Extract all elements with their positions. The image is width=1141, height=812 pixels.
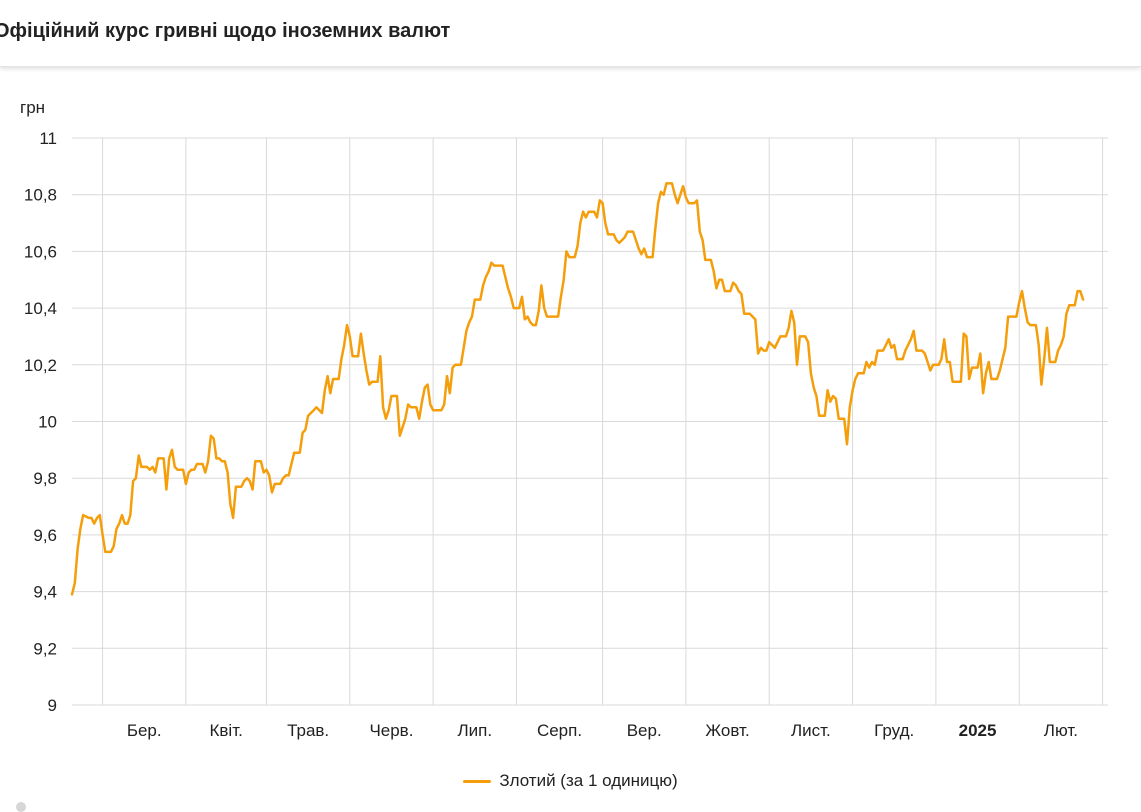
x-axis-ticks: Бер. Квіт. Трав. Черв. Лип. Серп. Вер. Жовт. Лис… (127, 721, 1078, 740)
y-axis-ticks: 9 9,2 9,4 9,6 9,8 10 10,2 10,4 10,6 10,8 11 (24, 129, 57, 715)
x-tick-label: Лист. (791, 721, 831, 740)
page-header: Офіційний курс гривні щодо іноземних вал… (0, 0, 1141, 67)
y-axis-unit-label: грн (20, 98, 45, 117)
y-tick-label: 10 (38, 413, 57, 432)
grid-layer (72, 137, 1108, 706)
x-tick-label: Трав. (287, 721, 329, 740)
y-tick-label: 9,8 (33, 469, 57, 488)
y-tick-label: 9 (48, 696, 57, 715)
y-tick-label: 9,4 (33, 583, 57, 602)
chart-legend: Злотий (за 1 одиницю) (0, 768, 1141, 794)
x-tick-label: Бер. (127, 721, 162, 740)
y-tick-label: 11 (39, 129, 57, 148)
scroll-indicator (16, 802, 26, 812)
legend-swatch (463, 779, 492, 783)
x-tick-label: Груд. (874, 721, 914, 740)
y-tick-label: 9,2 (33, 639, 57, 658)
y-tick-label: 10,8 (24, 186, 57, 205)
y-tick-label: 10,4 (24, 299, 57, 318)
x-tick-label: Лют. (1044, 721, 1078, 740)
x-tick-label: Вер. (627, 721, 662, 740)
series-line-zloty[interactable] (70, 182, 1085, 596)
page-title: Офіційний курс гривні щодо іноземних вал… (0, 20, 451, 42)
y-tick-label: 10,6 (24, 242, 57, 261)
x-tick-label: Лип. (457, 721, 492, 740)
x-tick-label: Серп. (537, 721, 582, 740)
x-tick-label: Черв. (369, 721, 413, 740)
legend-label[interactable]: Злотий (за 1 одиницю) (499, 771, 678, 790)
y-tick-label: 9,6 (33, 526, 57, 545)
line-chart: грн 9 9,2 9,4 9,6 9,8 10 10,2 10,4 10,6 10,8 11 Бе… (20, 98, 1108, 740)
x-tick-label: 2025 (959, 721, 997, 740)
series-layer (70, 182, 1085, 596)
x-tick-label: Квіт. (209, 721, 242, 740)
y-tick-label: 10,2 (24, 356, 57, 375)
x-tick-label: Жовт. (705, 721, 749, 740)
